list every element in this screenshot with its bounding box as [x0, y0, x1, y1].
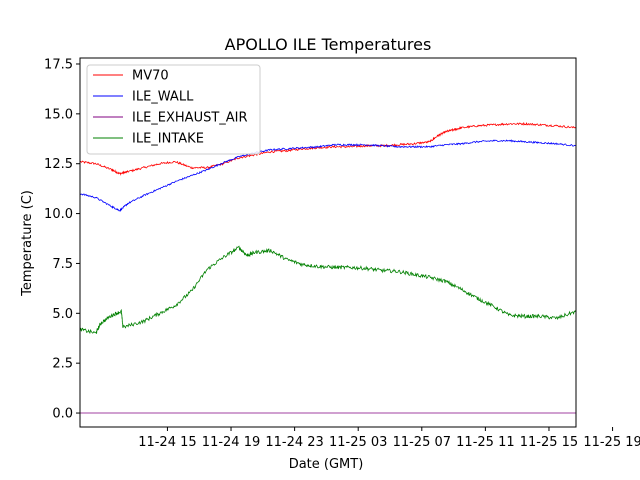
y-tick-label: 5.0 — [52, 307, 73, 322]
y-tick-label: 2.5 — [52, 357, 73, 372]
y-tick-label: 15.0 — [44, 107, 73, 122]
y-tick-label: 17.5 — [44, 57, 73, 72]
x-axis-label: Date (GMT) — [289, 457, 364, 472]
series-layer — [79, 121, 577, 414]
series-line-ile-intake — [79, 245, 577, 335]
plot-area — [79, 57, 577, 428]
x-tick-label: 11-25 03 — [329, 435, 387, 450]
y-tick-label: 12.5 — [44, 157, 73, 172]
legend-label: ILE_EXHAUST_AIR — [132, 111, 248, 126]
x-tick-label: 11-24 19 — [202, 435, 260, 450]
x-tick-label: 11-25 11 — [456, 435, 514, 450]
legend-label: ILE_WALL — [132, 90, 194, 105]
x-tick-label: 11-25 07 — [393, 435, 451, 450]
legend-box — [86, 64, 261, 155]
legend-label: ILE_INTAKE — [132, 132, 204, 147]
series-line-ile-wall — [79, 139, 577, 212]
y-tick-label: 7.5 — [52, 257, 73, 272]
plot-frame — [79, 57, 577, 428]
y-tick-label: 0.0 — [52, 407, 73, 422]
y-tick-label: 10.0 — [44, 207, 73, 222]
y-axis: 0.0 2.5 5.0 7.5 10.0 12.5 15.0 17.5 — [44, 57, 80, 422]
x-axis: 11-24 15 11-24 19 11-24 23 11-25 03 11-25 07… — [138, 427, 640, 450]
x-tick-label: 11-24 23 — [265, 435, 323, 450]
legend: MV70 ILE_WALL ILE_EXHAUST_AIR ILE_INTAKE — [86, 64, 261, 155]
y-axis-label: Temperature (C) — [20, 190, 35, 297]
legend-label: MV70 — [132, 69, 169, 84]
chart-title: APOLLO ILE Temperatures — [225, 35, 432, 54]
x-tick-label: 11-24 15 — [138, 435, 196, 450]
series-line-mv70 — [79, 121, 577, 176]
x-tick-label: 11-25 15 — [520, 435, 578, 450]
x-tick-label: 11-25 19 — [583, 435, 640, 450]
